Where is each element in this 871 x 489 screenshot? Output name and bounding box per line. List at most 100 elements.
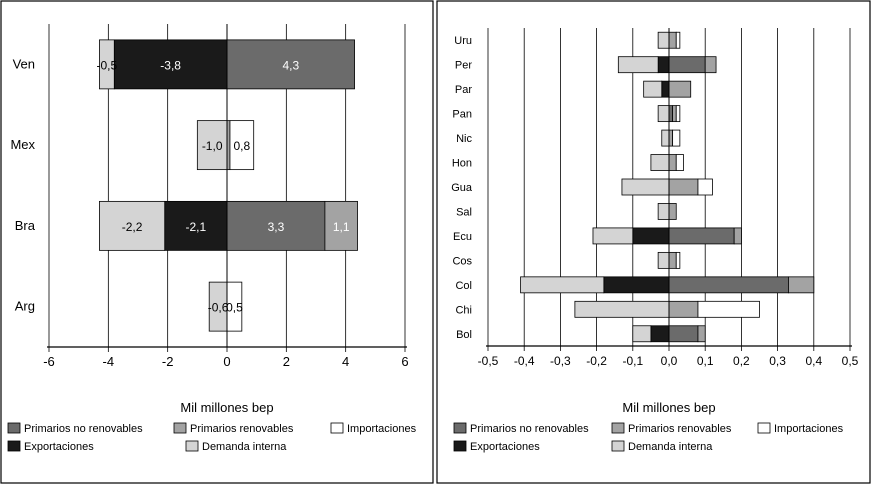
- bar-demanda-interna-ven: [99, 39, 115, 90]
- left-chart: -6 -4 -2 0 2 4 6 4,3 -3,8 -0,5 Ven 0,8 -1,0 Mex 3,3 1,1…: [10, 24, 409, 369]
- y-category-label: Ecu: [453, 231, 472, 243]
- bar-importaciones-gua: [697, 178, 713, 196]
- y-category-label: Per: [455, 60, 472, 72]
- bar-primarios-no-renovables-bol: [668, 325, 699, 343]
- bar-demanda-interna-pan: [657, 105, 670, 123]
- y-category-label: Nic: [456, 133, 472, 145]
- bar-demanda-interna-ecu: [592, 227, 634, 245]
- y-category-label: Ven: [13, 56, 35, 71]
- bar-primarios-no-renovables-ecu: [668, 227, 735, 245]
- right-legend: Primarios no renovables Primarios renova…: [453, 422, 844, 453]
- x-tick-label: 2: [283, 354, 290, 369]
- legend-swatch-importaciones: [330, 422, 344, 434]
- bar-primarios-no-renovables-per: [668, 56, 706, 74]
- left-legend: Primarios no renovables Primarios renova…: [7, 422, 417, 453]
- x-tick-label: 0,5: [842, 354, 859, 368]
- data-label: 4,3: [282, 58, 299, 72]
- legend-label-primarios-renovables: Primarios renovables: [190, 423, 294, 435]
- x-tick-label: 6: [401, 354, 408, 369]
- bar-primarios-renovables-gua: [668, 178, 699, 196]
- bar-exportaciones-ecu: [632, 227, 670, 245]
- x-tick-label: 0: [223, 354, 230, 369]
- left-x-axis-title: Mil millones bep: [180, 400, 273, 415]
- legend-label-primarios-no-renovables: Primarios no renovables: [24, 423, 143, 435]
- x-tick-label: 0,3: [769, 354, 786, 368]
- x-tick-label: -6: [43, 354, 55, 369]
- bar-primarios-renovables-nic: [668, 129, 674, 147]
- bar-exportaciones-col: [603, 276, 670, 294]
- bar-demanda-interna-par: [643, 80, 663, 98]
- bar-exportaciones-per: [657, 56, 670, 74]
- data-label: -0,5: [97, 58, 118, 72]
- bar-demanda-interna-per: [617, 56, 659, 74]
- x-tick-label: -0,2: [586, 354, 607, 368]
- data-label: 0,8: [233, 139, 250, 153]
- legend-swatch-demanda-interna: [611, 440, 625, 452]
- legend-label-demanda-interna: Demanda interna: [202, 441, 287, 453]
- legend-swatch-demanda-interna: [185, 440, 199, 452]
- data-label: -2,2: [122, 220, 143, 234]
- legend-label-demanda-interna: Demanda interna: [628, 441, 713, 453]
- y-category-label: Sal: [456, 206, 472, 218]
- y-category-label: Par: [455, 84, 472, 96]
- legend-swatch-importaciones: [757, 422, 771, 434]
- bar-demanda-interna-sal: [657, 203, 670, 220]
- bar-primarios-renovables-hon: [668, 154, 677, 171]
- bar-primarios-renovables-bra: [324, 200, 358, 251]
- bar-importaciones-pan: [675, 105, 681, 123]
- y-category-label: Chi: [455, 304, 472, 316]
- left-panel-frame: [0, 0, 434, 484]
- bar-importaciones-cos: [675, 251, 681, 269]
- x-tick-label: -4: [103, 354, 115, 369]
- y-category-label: Arg: [15, 299, 35, 314]
- data-label: -1,0: [202, 139, 223, 153]
- bar-demanda-interna-cos: [657, 251, 670, 269]
- bar-importaciones-uru: [675, 31, 681, 49]
- bar-importaciones-nic: [672, 129, 681, 147]
- x-tick-label: 4: [342, 354, 349, 369]
- data-label: -2,1: [186, 220, 207, 234]
- bar-demanda-interna-bra: [99, 200, 166, 251]
- bar-primarios-renovables-par: [668, 80, 692, 98]
- bar-primarios-renovables-sal: [668, 203, 677, 220]
- y-category-label: Pan: [452, 109, 472, 121]
- data-label: 3,3: [268, 220, 285, 234]
- y-category-label: Gua: [451, 182, 473, 194]
- bar-importaciones-mex: [229, 120, 255, 171]
- bar-primarios-renovables-col: [788, 276, 815, 294]
- x-tick-label: 0,1: [697, 354, 714, 368]
- y-category-label: Hon: [452, 158, 472, 170]
- legend-swatch-primarios-no-renovables: [7, 422, 21, 434]
- bar-demanda-interna-chi: [574, 300, 670, 318]
- x-tick-label: -2: [162, 354, 174, 369]
- x-tick-label: 0,0: [661, 354, 678, 368]
- y-category-label: Cos: [452, 255, 472, 267]
- bar-demanda-interna-uru: [657, 31, 670, 49]
- right-panel-frame: [436, 0, 871, 484]
- legend-swatch-exportaciones: [7, 440, 21, 452]
- y-category-label: Uru: [454, 35, 472, 47]
- bar-primarios-renovables-uru: [668, 31, 677, 49]
- bar-primarios-no-renovables-pan: [668, 105, 674, 123]
- bar-demanda-interna-hon: [650, 154, 670, 171]
- right-x-axis-title: Mil millones bep: [622, 400, 715, 415]
- x-tick-label: 0,2: [733, 354, 750, 368]
- bar-primarios-no-renovables-ven: [226, 39, 355, 90]
- y-category-label: Bol: [456, 329, 472, 341]
- legend-label-exportaciones: Exportaciones: [470, 441, 540, 453]
- legend-swatch-primarios-no-renovables: [453, 422, 467, 434]
- bar-importaciones-chi: [697, 300, 760, 318]
- x-tick-label: -0,1: [622, 354, 643, 368]
- bar-primarios-renovables-bol: [697, 325, 706, 343]
- data-label: -0,6: [208, 301, 229, 315]
- y-category-label: Col: [455, 280, 472, 292]
- legend-swatch-exportaciones: [453, 440, 467, 452]
- x-tick-label: -0,5: [478, 354, 499, 368]
- bar-importaciones-hon: [675, 154, 684, 171]
- bar-demanda-interna-gua: [621, 178, 670, 196]
- x-tick-label: 0,4: [805, 354, 822, 368]
- bar-primarios-renovables-pan: [672, 105, 677, 123]
- legend-label-importaciones: Importaciones: [774, 423, 844, 435]
- legend-label-primarios-no-renovables: Primarios no renovables: [470, 423, 589, 435]
